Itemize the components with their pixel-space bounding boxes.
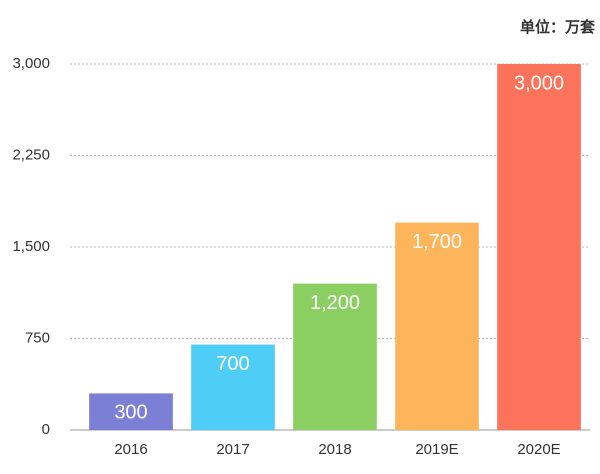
y-tick-label: 2,250: [12, 146, 50, 163]
value-label: 3,000: [514, 72, 564, 94]
x-tick-label: 2016: [114, 441, 147, 458]
bar: [497, 64, 581, 430]
bar: [191, 344, 275, 430]
bar: [395, 222, 479, 430]
bar: [293, 283, 377, 430]
y-tick-label: 3,000: [12, 55, 50, 72]
unit-label: 单位：万套: [520, 18, 596, 36]
bar: [89, 393, 173, 430]
x-tick-label: 2020E: [517, 441, 560, 458]
value-label: 300: [114, 402, 147, 424]
x-tick-label: 2017: [216, 441, 249, 458]
y-tick-label: 1,500: [12, 238, 50, 255]
value-label: 1,700: [412, 231, 462, 253]
y-tick-label: 750: [25, 329, 50, 346]
value-label: 1,200: [310, 292, 360, 314]
x-tick-label: 2019E: [415, 441, 458, 458]
y-tick-label: 0: [42, 421, 50, 438]
x-tick-label: 2018: [318, 441, 351, 458]
value-label: 700: [216, 353, 249, 375]
